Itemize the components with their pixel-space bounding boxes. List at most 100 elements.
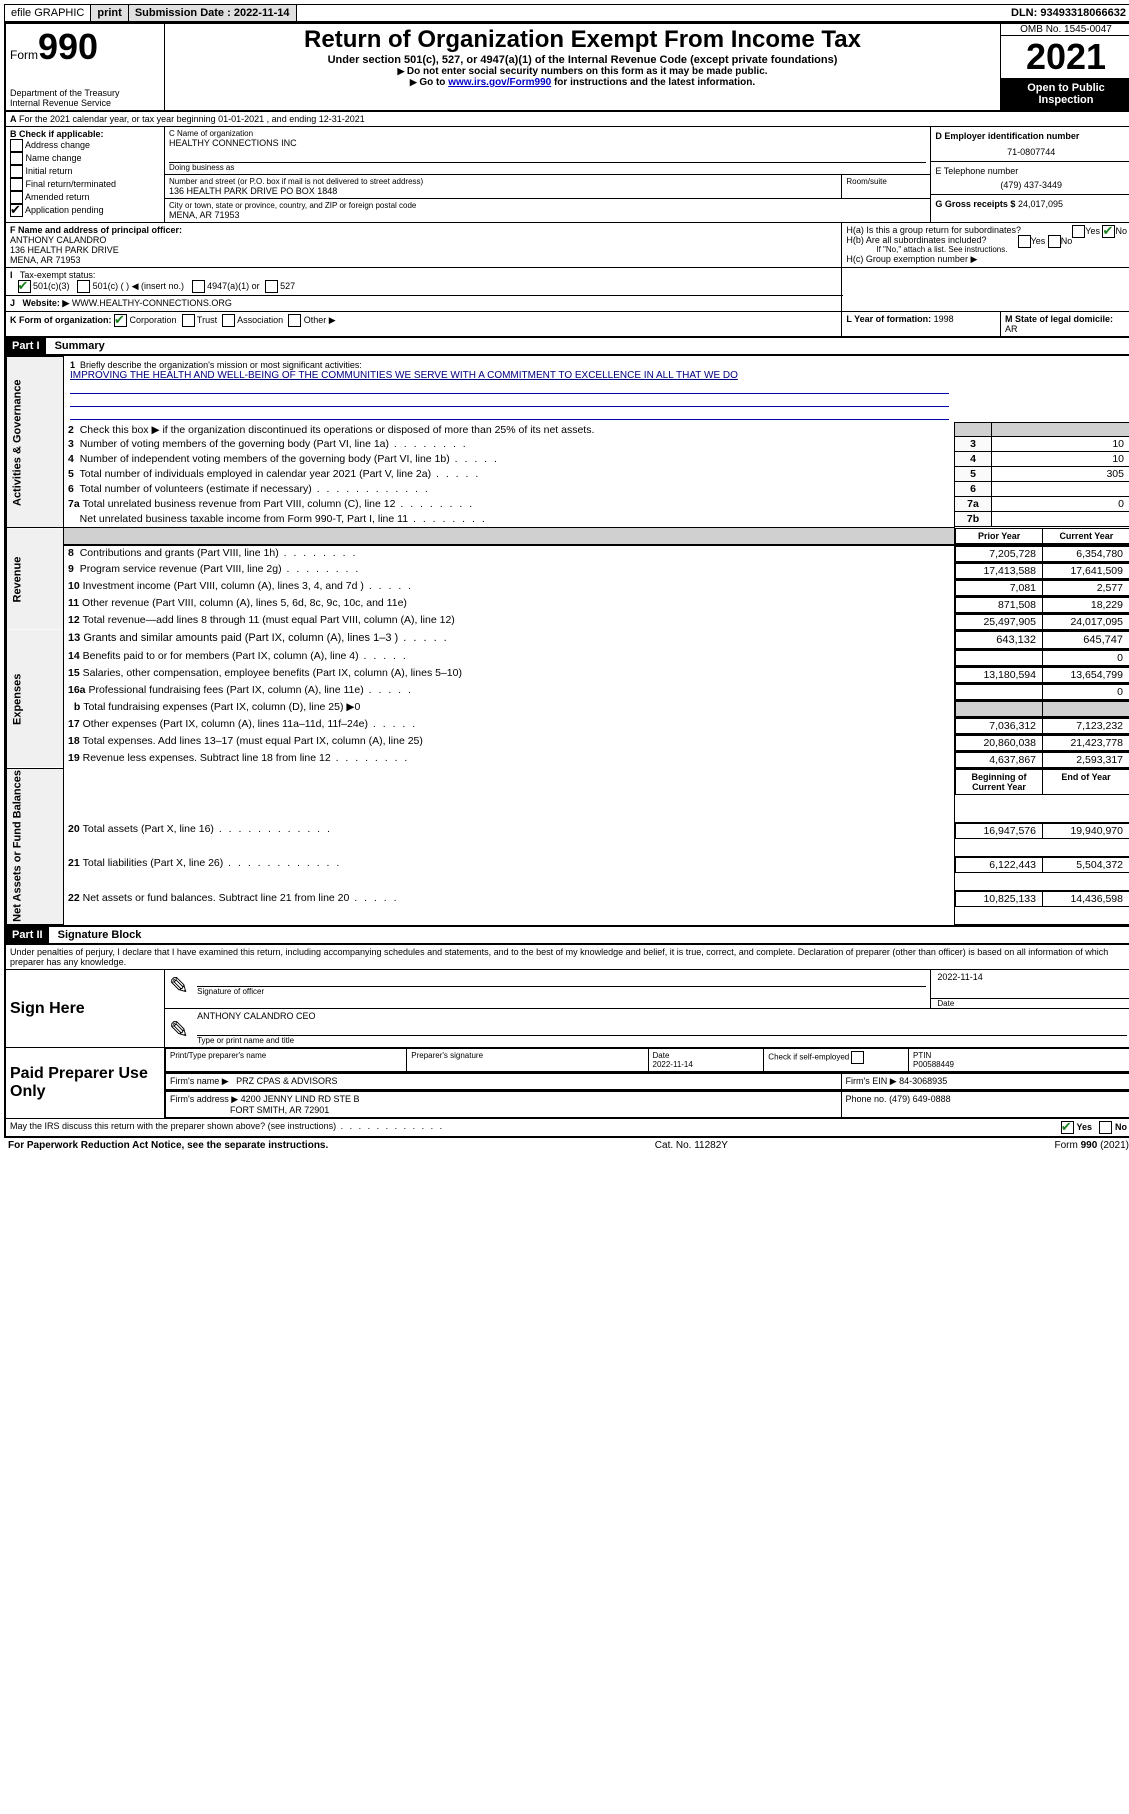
officer-street: 136 HEALTH PARK DRIVE [10, 245, 837, 255]
checkbox-other[interactable] [288, 314, 301, 327]
checkbox-hb-yes[interactable] [1018, 235, 1031, 248]
yes-label: Yes [1076, 1122, 1092, 1132]
tax-exempt-label: Tax-exempt status: [20, 270, 96, 280]
line-5-lab: 5 [955, 467, 992, 482]
checkbox-final-return[interactable] [10, 178, 23, 191]
line-10-prior: 7,081 [956, 580, 1043, 595]
checkbox-initial-return[interactable] [10, 165, 23, 178]
line-15-prior: 13,180,594 [956, 667, 1043, 682]
domicile-label: M State of legal domicile: [1005, 314, 1113, 324]
ptin-cell: PTINP00588449 [909, 1049, 1129, 1072]
sig-officer-label: Signature of officer [197, 987, 926, 996]
line-9-curr: 17,641,509 [1043, 563, 1129, 578]
year-formation-label: L Year of formation: [846, 314, 931, 324]
line-7b-val [992, 512, 1129, 527]
firm-ein-cell: Firm's EIN ▶ 84-3068935 [841, 1074, 1129, 1090]
checkbox-corp[interactable] [114, 314, 127, 327]
room-label: Room/suite [846, 177, 926, 186]
section-b: B Check if applicable: Address change Na… [5, 127, 165, 223]
section-c-name: C Name of organization HEALTHY CONNECTIO… [165, 127, 931, 175]
opt-trust: Trust [197, 315, 217, 325]
line-13-text: Grants and similar amounts paid (Part IX… [83, 632, 448, 644]
line-16b-curr [1043, 701, 1129, 716]
dba-label: Doing business as [169, 163, 926, 172]
checkbox-assoc[interactable] [222, 314, 235, 327]
checkbox-discuss-no[interactable] [1099, 1121, 1112, 1134]
declaration-text: Under penalties of perjury, I declare th… [5, 944, 1129, 970]
line-10-curr: 2,577 [1043, 580, 1129, 595]
checkbox-discuss-yes[interactable] [1061, 1121, 1074, 1134]
open-to-public: Open to Public Inspection [1001, 78, 1129, 110]
room-suite: Room/suite [842, 175, 931, 199]
title-cell: Return of Organization Exempt From Incom… [165, 23, 1001, 111]
line-20-beg: 16,947,576 [956, 823, 1043, 838]
ein-label: D Employer identification number [935, 131, 1127, 141]
officer-printed-name: ANTHONY CALANDRO CEO [197, 1011, 1127, 1021]
opt-final-return: Final return/terminated [26, 179, 117, 189]
line-4-text: Number of independent voting members of … [80, 453, 499, 465]
line-8-text: Contributions and grants (Part VIII, lin… [80, 547, 358, 559]
line-21-beg: 6,122,443 [956, 857, 1043, 872]
checkbox-hb-no[interactable] [1048, 235, 1061, 248]
checkbox-self-employed[interactable] [851, 1051, 864, 1064]
checkbox-name-change[interactable] [10, 152, 23, 165]
print-button[interactable]: print [91, 5, 128, 21]
line-8-prior: 7,205,728 [956, 546, 1043, 561]
col-beginning: Beginning of Current Year [956, 769, 1043, 794]
line-17-text: Other expenses (Part IX, column (A), lin… [83, 718, 418, 730]
tab-net-assets: Net Assets or Fund Balances [7, 768, 64, 925]
line-7b-text: Net unrelated business taxable income fr… [80, 513, 487, 525]
col-current-year: Current Year [1043, 528, 1129, 544]
line-7a-val: 0 [992, 497, 1129, 512]
street-value: 136 HEALTH PARK DRIVE PO BOX 1848 [169, 186, 837, 196]
checkbox-501c[interactable] [77, 280, 90, 293]
section-j: J Website: ▶ WWW.HEALTHY-CONNECTIONS.ORG [5, 296, 842, 312]
form-id-cell: Form990 Department of the Treasury Inter… [5, 23, 165, 111]
opt-amended: Amended return [25, 192, 90, 202]
pen-icon: ✎ [165, 970, 193, 1003]
line-15-curr: 13,654,799 [1043, 667, 1129, 682]
instr-1: Do not enter social security numbers on … [407, 66, 768, 77]
form-title: Return of Organization Exempt From Incom… [169, 26, 996, 54]
line-4-val: 10 [992, 452, 1129, 467]
section-m: M State of legal domicile: AR [1001, 312, 1129, 338]
form-prefix: Form [10, 48, 38, 62]
section-k: K Form of organization: Corporation Trus… [5, 312, 842, 338]
sig-date-label: Date [931, 999, 1129, 1008]
sig-date-value: 2022-11-14 [931, 970, 1129, 984]
opt-corp: Corporation [130, 315, 177, 325]
checkbox-trust[interactable] [182, 314, 195, 327]
line-3-val: 10 [992, 437, 1129, 452]
line-14-text: Benefits paid to or for members (Part IX… [83, 650, 408, 662]
irs-label: Internal Revenue Service [10, 98, 160, 108]
yes-label: Yes [1031, 236, 1046, 246]
paid-preparer-label: Paid Preparer Use Only [5, 1048, 165, 1119]
website-value: WWW.HEALTHY-CONNECTIONS.ORG [72, 298, 232, 308]
ha-label: H(a) Is this a group return for subordin… [846, 225, 1021, 235]
section-h: H(a) Is this a group return for subordin… [842, 223, 1129, 268]
line-15-text: Salaries, other compensation, employee b… [83, 667, 462, 679]
checkbox-4947[interactable] [192, 280, 205, 293]
checkbox-527[interactable] [265, 280, 278, 293]
efile-label: efile GRAPHIC [5, 5, 91, 21]
line-16a-curr: 0 [1043, 684, 1129, 699]
line-17-curr: 7,123,232 [1043, 718, 1129, 733]
checkbox-address-change[interactable] [10, 139, 23, 152]
submission-date: Submission Date : 2022-11-14 [129, 5, 297, 21]
checkbox-ha-yes[interactable] [1072, 225, 1085, 238]
dept-treasury: Department of the Treasury [10, 88, 160, 98]
section-c-city: City or town, state or province, country… [165, 199, 931, 223]
mission-text: IMPROVING THE HEALTH AND WELL-BEING OF T… [70, 370, 738, 381]
checkbox-app-pending[interactable] [10, 204, 23, 217]
checkbox-501c3[interactable] [18, 280, 31, 293]
line-4-lab: 4 [955, 452, 992, 467]
tab-expenses: Expenses [7, 630, 64, 768]
irs-link[interactable]: www.irs.gov/Form990 [448, 77, 551, 88]
line-22-beg: 10,825,133 [956, 892, 1043, 907]
line-2: 2 Check this box ▶ if the organization d… [64, 423, 955, 437]
line-19-text: Revenue less expenses. Subtract line 18 … [83, 752, 410, 764]
col-prior-year: Prior Year [956, 528, 1043, 544]
line-9-prior: 17,413,588 [956, 563, 1043, 578]
city-value: MENA, AR 71953 [169, 210, 926, 220]
checkbox-ha-no[interactable] [1102, 225, 1115, 238]
